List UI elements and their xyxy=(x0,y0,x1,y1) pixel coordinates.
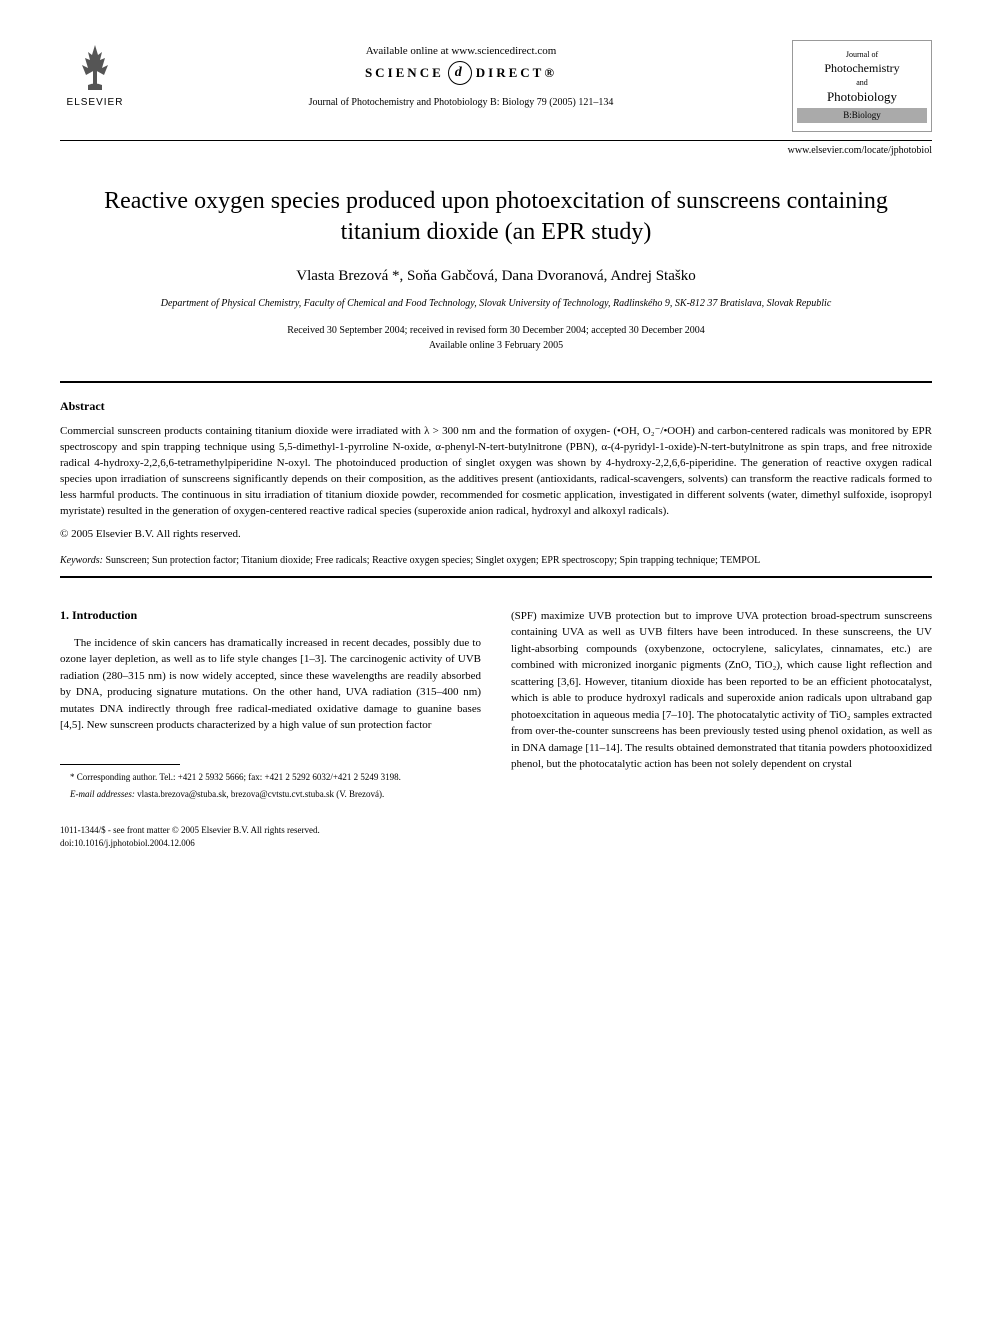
available-date: Available online 3 February 2005 xyxy=(60,340,932,351)
keywords-text: Sunscreen; Sun protection factor; Titani… xyxy=(103,555,760,566)
intro-para-right: (SPF) maximize UVB protection but to imp… xyxy=(511,608,932,773)
abstract-top-rule xyxy=(60,381,932,383)
elsevier-tree-icon xyxy=(70,40,120,95)
email-footnote: E-mail addresses: vlasta.brezova@stuba.s… xyxy=(60,788,481,801)
elsevier-label: ELSEVIER xyxy=(67,97,124,108)
received-dates: Received 30 September 2004; received in … xyxy=(60,325,932,336)
elsevier-logo: ELSEVIER xyxy=(60,40,130,120)
header-rule xyxy=(60,140,932,141)
intro-para-left: The incidence of skin cancers has dramat… xyxy=(60,635,481,734)
right-column: (SPF) maximize UVB protection but to imp… xyxy=(511,608,932,849)
abstract-heading: Abstract xyxy=(60,399,932,414)
affiliation: Department of Physical Chemistry, Facult… xyxy=(120,297,872,311)
footnote-separator xyxy=(60,764,180,765)
jl-line3: and xyxy=(797,77,927,88)
left-column: 1. Introduction The incidence of skin ca… xyxy=(60,608,481,849)
journal-logo-box: Journal of Photochemistry and Photobiolo… xyxy=(792,40,932,132)
jl-line2: Photochemistry xyxy=(797,60,927,77)
journal-reference: Journal of Photochemistry and Photobiolo… xyxy=(130,97,792,108)
website-url: www.elsevier.com/locate/jphotobiol xyxy=(60,145,932,156)
center-header: Available online at www.sciencedirect.co… xyxy=(130,45,792,108)
footer-copyright: 1011-1344/$ - see front matter © 2005 El… xyxy=(60,824,481,837)
abstract-bottom-rule xyxy=(60,576,932,578)
jl-line1: Journal of xyxy=(797,49,927,60)
header-row: ELSEVIER Available online at www.science… xyxy=(60,40,932,132)
footer-doi: doi:10.1016/j.jphotobiol.2004.12.006 xyxy=(60,837,481,850)
science-direct-logo: SCIENCE d DIRECT® xyxy=(130,61,792,85)
jl-line4: Photobiology xyxy=(797,88,927,106)
corresponding-author-footnote: * Corresponding author. Tel.: +421 2 593… xyxy=(60,771,481,784)
body-columns: 1. Introduction The incidence of skin ca… xyxy=(60,608,932,849)
available-online-text: Available online at www.sciencedirect.co… xyxy=(130,45,792,57)
email-label: E-mail addresses: xyxy=(70,789,135,799)
article-title: Reactive oxygen species produced upon ph… xyxy=(100,186,892,248)
abstract-body: Commercial sunscreen products containing… xyxy=(60,424,932,520)
footer-block: 1011-1344/$ - see front matter © 2005 El… xyxy=(60,824,481,849)
keywords-label: Keywords: xyxy=(60,555,103,566)
sd-text-2: DIRECT® xyxy=(476,65,557,81)
section-1-heading: 1. Introduction xyxy=(60,608,481,623)
jl-line5: B:Biology xyxy=(797,108,927,123)
authors-list: Vlasta Brezová *, Soňa Gabčová, Dana Dvo… xyxy=(60,268,932,285)
sd-text-1: SCIENCE xyxy=(365,65,444,81)
abstract-copyright: © 2005 Elsevier B.V. All rights reserved… xyxy=(60,528,932,540)
sd-circle-icon: d xyxy=(448,61,472,85)
email-addresses: vlasta.brezova@stuba.sk, brezova@cvtstu.… xyxy=(135,789,384,799)
keywords-block: Keywords: Sunscreen; Sun protection fact… xyxy=(60,554,932,568)
